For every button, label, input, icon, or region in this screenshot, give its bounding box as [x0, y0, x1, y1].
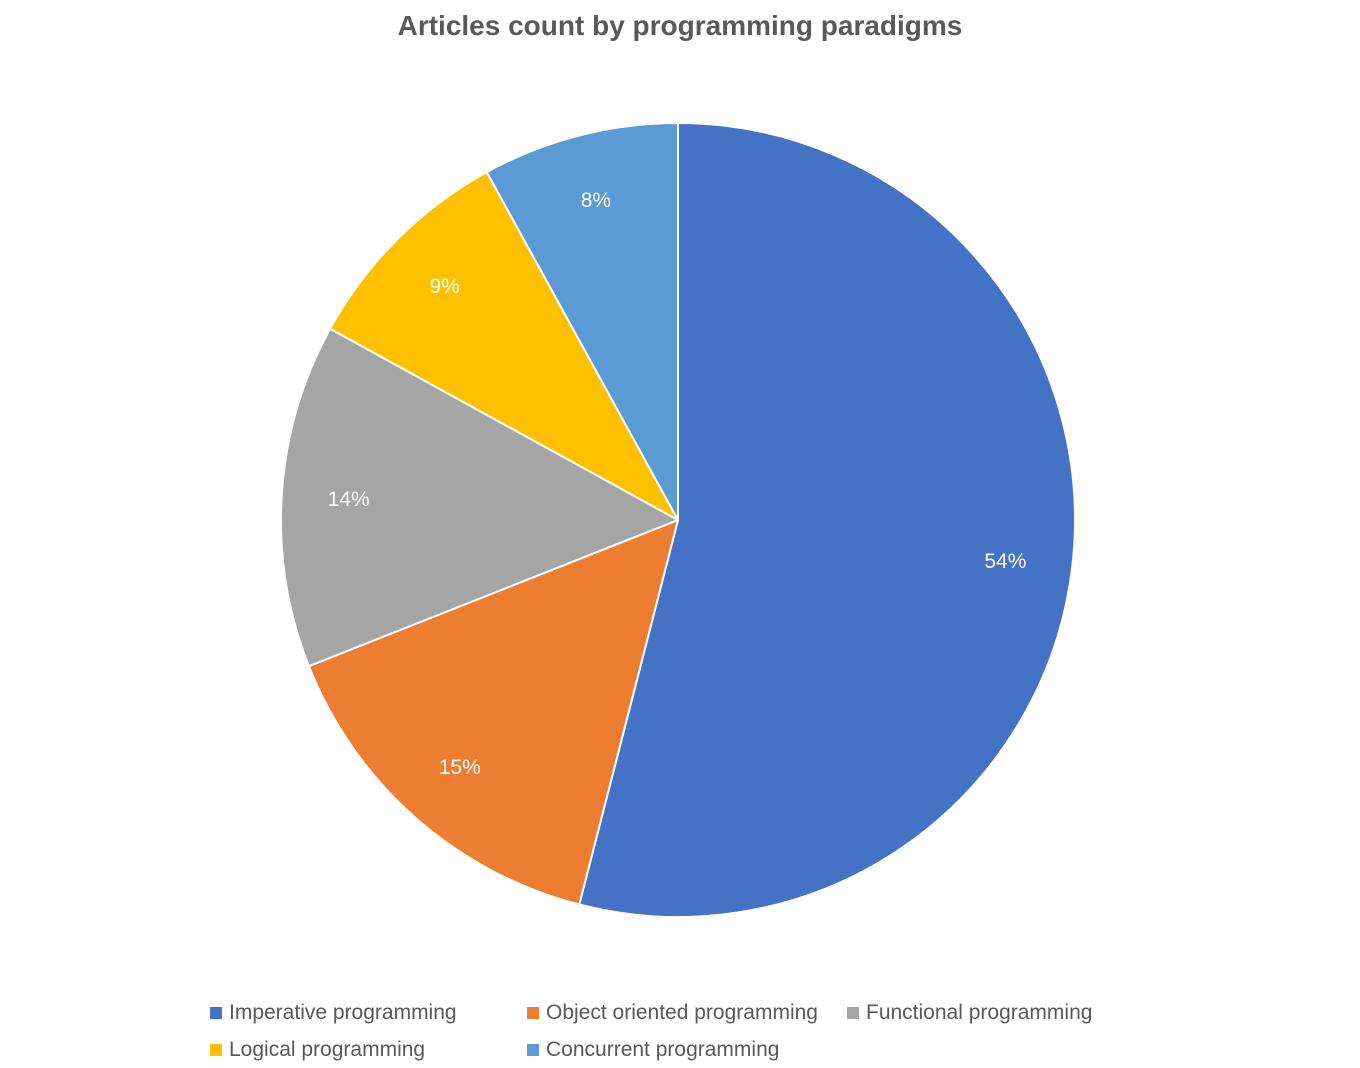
legend-label: Functional programming	[866, 1000, 1093, 1024]
legend-label: Concurrent programming	[546, 1037, 780, 1061]
legend-swatch	[847, 1006, 859, 1019]
legend-item-object-oriented: Object oriented programming	[527, 1001, 847, 1025]
legend-swatch	[527, 1006, 539, 1019]
legend-label: Logical programming	[229, 1037, 426, 1061]
legend-label: Imperative programming	[229, 1000, 457, 1024]
legend-row-1: Imperative programming Object oriented p…	[210, 994, 1130, 1031]
legend-item-concurrent: Concurrent programming	[527, 1038, 847, 1062]
pie-slice-imperative-programming	[578, 122, 1076, 918]
legend-item-functional: Functional programming	[847, 1001, 1092, 1025]
data-label: 15%	[439, 756, 481, 779]
chart-legend: Imperative programming Object oriented p…	[210, 994, 1130, 1068]
chart-title: Articles count by programming paradigms	[397, 10, 963, 41]
legend-label: Object oriented programming	[546, 1000, 818, 1024]
legend-row-2: Logical programming Concurrent programmi…	[210, 1031, 1130, 1068]
data-label: 8%	[581, 189, 611, 212]
legend-item-imperative: Imperative programming	[210, 1001, 527, 1025]
legend-swatch	[210, 1006, 222, 1019]
pie-slice-object-oriented-programming	[307, 519, 679, 906]
legend-swatch	[527, 1043, 539, 1056]
legend-swatch	[210, 1043, 222, 1056]
pie-slice-logical-programming	[329, 171, 679, 521]
pie-slice-concurrent-programming	[485, 122, 679, 521]
pie-slices	[280, 122, 1076, 918]
pie-slice-functional-programming	[280, 327, 679, 668]
data-label: 9%	[429, 275, 459, 298]
data-label: 14%	[328, 488, 370, 511]
data-label: 54%	[984, 550, 1026, 573]
pie-data-labels: 54% 15% 14% 9% 8%	[328, 189, 1027, 779]
legend-item-logical: Logical programming	[210, 1038, 527, 1062]
